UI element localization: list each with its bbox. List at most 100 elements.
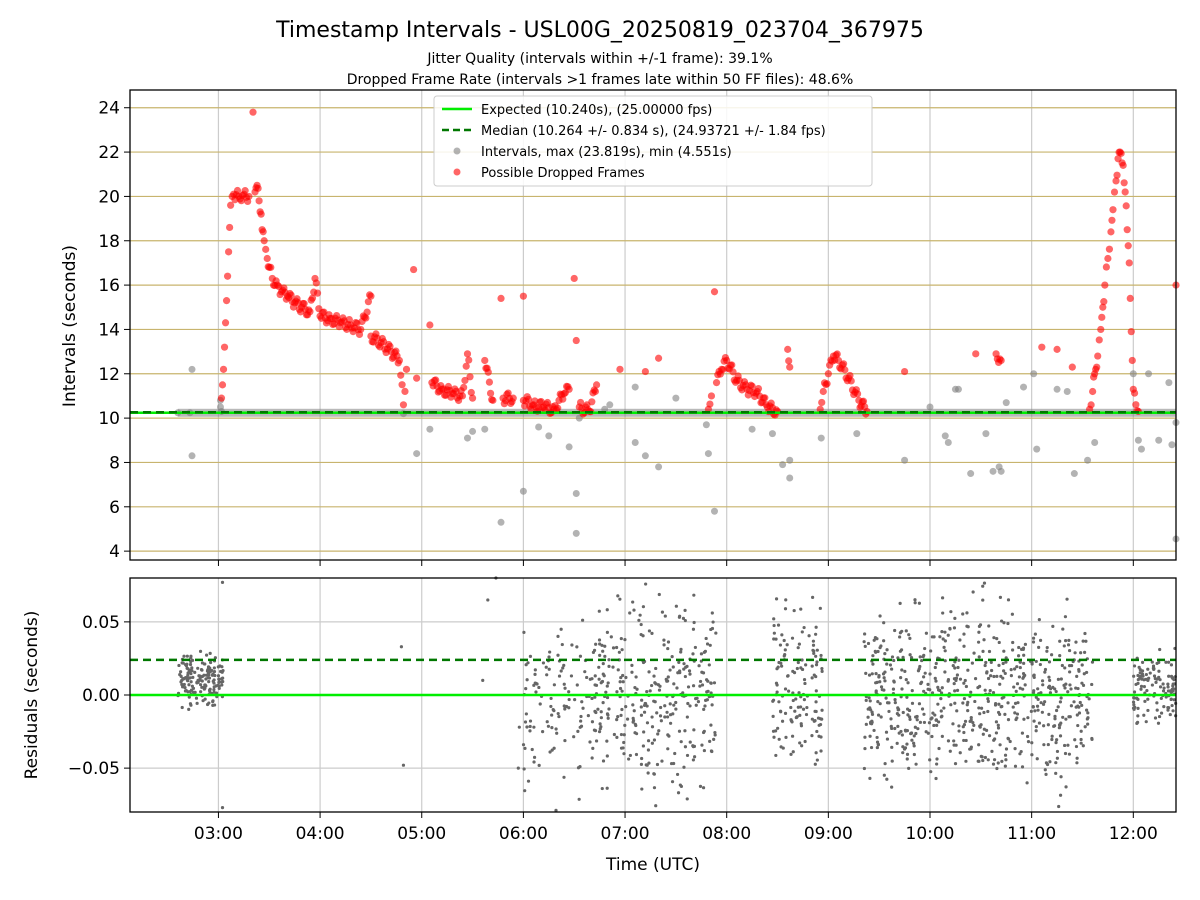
residual-point-937 bbox=[890, 745, 894, 749]
residual-point-724 bbox=[818, 606, 822, 610]
residual-point-746 bbox=[938, 635, 942, 639]
residual-point-340 bbox=[639, 705, 643, 709]
interval-point-9 bbox=[426, 425, 434, 433]
residual-point-887 bbox=[875, 735, 879, 740]
residual-point-413 bbox=[607, 707, 611, 711]
intervals-ytick-label-10: 24 bbox=[98, 99, 120, 119]
residual-point-700 bbox=[800, 667, 805, 672]
residual-point-428 bbox=[620, 707, 624, 712]
interval-point-17 bbox=[565, 443, 573, 451]
residual-point-1131 bbox=[981, 649, 985, 653]
residual-point-815 bbox=[917, 601, 922, 605]
interval-point-37 bbox=[853, 430, 861, 438]
residual-point-40 bbox=[180, 705, 184, 710]
residual-point-732 bbox=[778, 643, 783, 647]
residual-point-1259 bbox=[1062, 683, 1066, 687]
residual-point-237 bbox=[528, 724, 532, 729]
dropped-point-262 bbox=[706, 400, 714, 408]
residual-point-1308 bbox=[900, 687, 904, 691]
residual-point-339 bbox=[597, 677, 601, 681]
residual-point-292 bbox=[682, 765, 686, 769]
dropped-point-1 bbox=[218, 381, 227, 389]
residual-point-470 bbox=[677, 729, 682, 733]
residual-point-489 bbox=[700, 683, 705, 687]
residual-point-770 bbox=[955, 709, 959, 713]
residual-point-355 bbox=[707, 663, 711, 667]
residual-point-778 bbox=[977, 655, 981, 659]
residual-point-184 bbox=[554, 727, 558, 731]
residual-point-522 bbox=[634, 723, 638, 728]
residual-point-207 bbox=[534, 690, 538, 694]
residual-point-205 bbox=[562, 682, 566, 686]
residual-point-1092 bbox=[904, 729, 908, 733]
residual-point-8 bbox=[183, 686, 187, 690]
residual-point-1040 bbox=[1077, 705, 1081, 709]
residual-point-801 bbox=[958, 751, 962, 755]
residual-point-985 bbox=[1069, 663, 1074, 668]
residual-point-418 bbox=[586, 714, 590, 718]
dropped-point-150 bbox=[413, 374, 421, 382]
residual-point-1002 bbox=[1004, 747, 1009, 751]
residual-point-582 bbox=[623, 723, 627, 727]
residual-point-1381 bbox=[901, 751, 905, 755]
residual-point-655 bbox=[794, 697, 798, 701]
residual-point-187 bbox=[563, 707, 567, 711]
interval-point-62 bbox=[1155, 436, 1163, 444]
residual-point-374 bbox=[666, 747, 670, 751]
residual-point-829 bbox=[1003, 712, 1007, 716]
residual-point-1384 bbox=[946, 678, 951, 682]
residual-point-1174 bbox=[1004, 660, 1008, 664]
residual-point-1000 bbox=[1000, 619, 1004, 623]
residual-point-899 bbox=[981, 732, 985, 736]
residual-point-1267 bbox=[969, 690, 973, 694]
residual-point-1095 bbox=[1083, 725, 1087, 729]
intervals-ylabel: Intervals (seconds) bbox=[60, 245, 80, 407]
residual-point-153 bbox=[204, 673, 209, 677]
residual-point-676 bbox=[782, 638, 786, 643]
residual-point-737 bbox=[951, 664, 955, 668]
residual-point-386 bbox=[631, 703, 635, 707]
residual-point-335 bbox=[671, 665, 675, 669]
residual-point-1317 bbox=[942, 706, 946, 710]
residual-point-1224 bbox=[922, 720, 927, 725]
residuals-xtick-label-7: 10:00 bbox=[906, 824, 955, 844]
residual-point-1272 bbox=[981, 758, 985, 763]
residual-point-1285 bbox=[940, 630, 944, 634]
chart-subtitle-jitter: Jitter Quality (intervals within +/-1 fr… bbox=[426, 51, 772, 67]
residual-point-445 bbox=[660, 759, 664, 763]
residual-point-1298 bbox=[965, 624, 969, 628]
residual-point-121 bbox=[202, 687, 206, 691]
residual-point-1230 bbox=[902, 747, 907, 751]
residual-point-190 bbox=[552, 683, 556, 687]
residual-point-1444 bbox=[1161, 682, 1165, 686]
residual-point-1197 bbox=[907, 708, 912, 713]
residual-point-570 bbox=[641, 744, 645, 748]
residual-point-880 bbox=[934, 718, 938, 722]
residual-point-528 bbox=[590, 677, 594, 681]
dropped-point-144 bbox=[397, 371, 405, 379]
residual-point-1303 bbox=[996, 726, 1001, 730]
residual-point-217 bbox=[562, 663, 566, 667]
residual-point-485 bbox=[713, 733, 717, 737]
residual-point-425 bbox=[619, 713, 623, 717]
residual-point-1385 bbox=[1153, 716, 1158, 720]
residual-point-1109 bbox=[1068, 670, 1072, 674]
residual-point-793 bbox=[972, 723, 976, 727]
residual-point-1340 bbox=[898, 649, 903, 653]
residual-point-684 bbox=[776, 623, 781, 627]
residual-point-750 bbox=[969, 715, 973, 720]
interval-point-14 bbox=[519, 487, 527, 495]
residual-point-245 bbox=[551, 708, 555, 712]
residual-point-1361 bbox=[863, 735, 867, 739]
residual-point-1151 bbox=[1038, 662, 1042, 667]
residual-point-1508 bbox=[401, 763, 406, 767]
residual-point-254 bbox=[576, 766, 581, 770]
residual-point-632 bbox=[813, 718, 817, 723]
residual-point-218 bbox=[523, 789, 527, 793]
residual-point-1326 bbox=[933, 665, 937, 670]
residual-point-1166 bbox=[1082, 672, 1086, 676]
residual-point-818 bbox=[1040, 679, 1045, 683]
residual-point-143 bbox=[188, 668, 192, 672]
residual-point-291 bbox=[615, 645, 619, 650]
residual-point-848 bbox=[1003, 764, 1007, 768]
